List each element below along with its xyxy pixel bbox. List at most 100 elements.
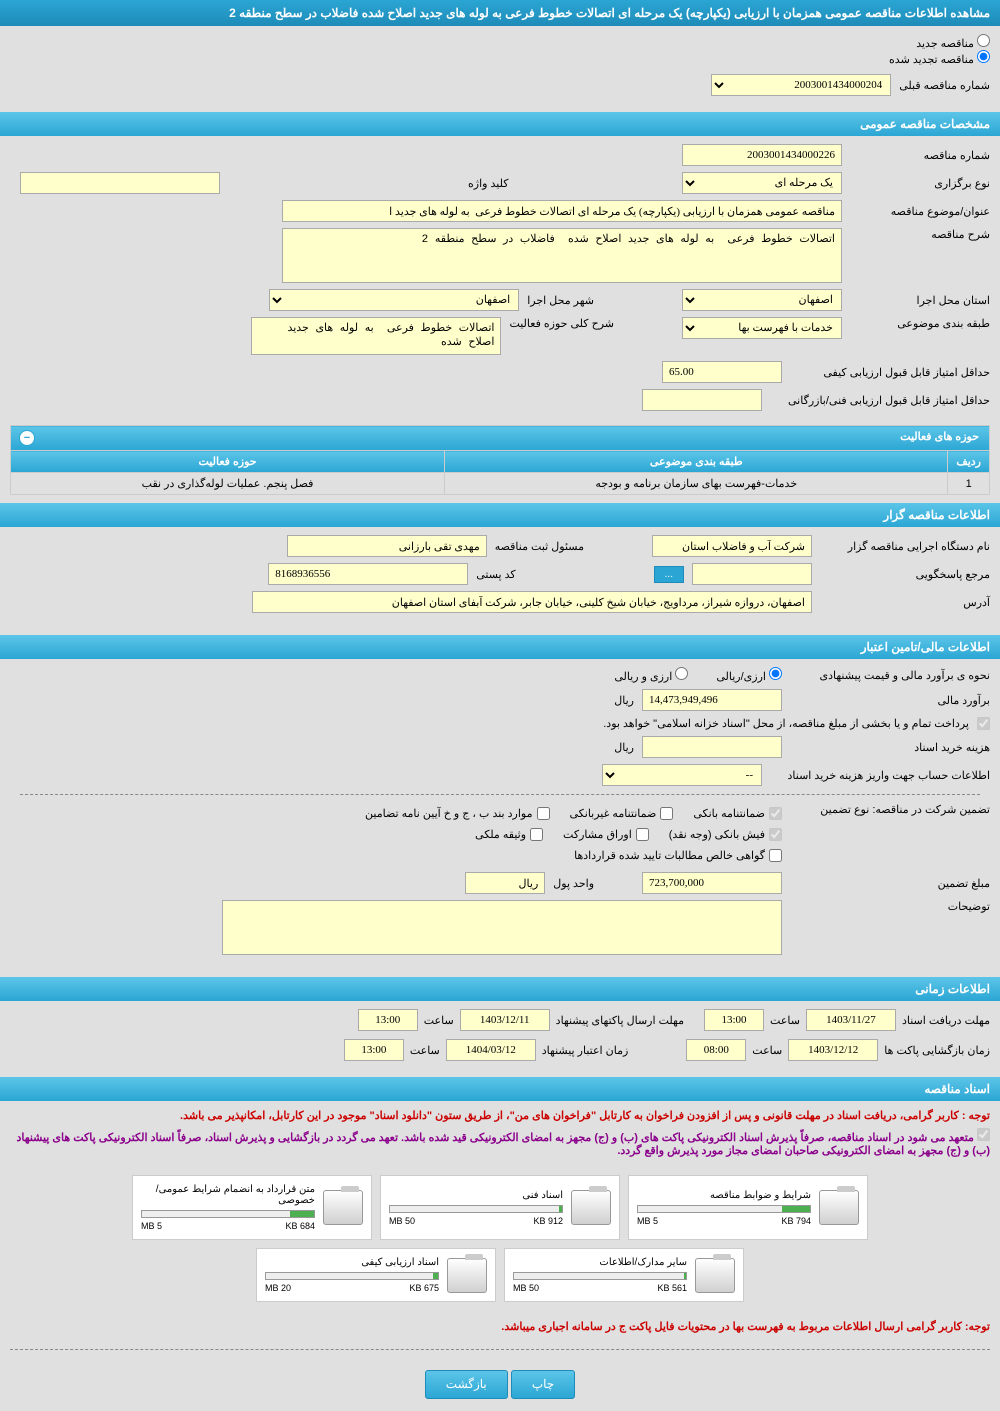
cell-num: 1: [948, 473, 990, 495]
postal-input[interactable]: [268, 563, 468, 585]
remarks-textarea[interactable]: [222, 900, 782, 955]
payment-note: پرداخت تمام و یا بخشی از مبلغ مناقصه، از…: [603, 717, 969, 730]
min-quality-input[interactable]: [662, 361, 782, 383]
opening-date[interactable]: [788, 1039, 878, 1061]
file-title: شرایط و ضوابط مناقصه: [637, 1190, 811, 1201]
file-size: 794 KB: [781, 1216, 811, 1226]
file-title: سایر مدارک/اطلاعات: [513, 1257, 687, 1268]
province-select[interactable]: اصفهان: [682, 289, 842, 311]
category-select[interactable]: خدمات با فهرست بها: [682, 317, 842, 339]
guarantee-amount-label: مبلغ تضمین: [790, 877, 990, 890]
currency-label: ارزی و ریالی: [614, 671, 672, 683]
money-unit-input[interactable]: [465, 872, 545, 894]
doc-cost-input[interactable]: [642, 736, 782, 758]
radio-rial[interactable]: [769, 667, 782, 680]
cb-clause[interactable]: [537, 807, 550, 820]
file-max: 50 MB: [513, 1283, 539, 1293]
address-label: آدرس: [820, 596, 990, 609]
radio-currency[interactable]: [675, 667, 688, 680]
rial-unit: ریال: [614, 694, 634, 707]
rial-label: ارزی/ریالی: [716, 671, 766, 683]
guarantee-amount-input[interactable]: [642, 872, 782, 894]
account-info-select[interactable]: --: [602, 764, 762, 786]
validity-time[interactable]: [344, 1039, 404, 1061]
org-label: نام دستگاه اجرایی مناقصه گزار: [820, 540, 990, 553]
collapse-icon[interactable]: −: [19, 430, 35, 446]
city-label: شهر محل اجرا: [527, 294, 594, 307]
netclaims-label: گواهی خالص مطالبات تایید شده قراردادها: [574, 849, 765, 862]
tender-number-input[interactable]: [682, 144, 842, 166]
min-tech-input[interactable]: [642, 389, 762, 411]
cell-scope: فصل پنجم. عملیات لوله‌گذاری در نقب: [11, 473, 445, 495]
radio-new-tender[interactable]: [977, 34, 990, 47]
back-button[interactable]: بازگشت: [425, 1370, 508, 1399]
radio-renewed-tender[interactable]: [977, 50, 990, 63]
money-unit-label: واحد پول: [553, 877, 594, 890]
packet-deadline-date[interactable]: [460, 1009, 550, 1031]
folder-icon: [819, 1190, 859, 1225]
cb-netclaims[interactable]: [769, 849, 782, 862]
address-input[interactable]: [252, 591, 812, 613]
commitment-checkbox: [977, 1128, 990, 1141]
min-tech-label: حداقل امتیاز قابل قبول ارزیابی فنی/بازرگ…: [770, 394, 990, 407]
contact-input[interactable]: [692, 563, 812, 585]
nonbank-label: ضمانتنامه غیربانکی: [570, 807, 657, 820]
radio-renewed-label: مناقصه تجدید شده: [889, 54, 974, 66]
folder-icon: [571, 1190, 611, 1225]
city-select[interactable]: اصفهان: [269, 289, 519, 311]
packet-deadline-label: مهلت ارسال پاکتهای پیشنهاد: [556, 1014, 684, 1027]
cb-bonds[interactable]: [636, 828, 649, 841]
browse-button[interactable]: ...: [654, 566, 684, 583]
doc-deadline-date[interactable]: [806, 1009, 896, 1031]
org-input[interactable]: [652, 535, 812, 557]
prev-number-select[interactable]: 2003001434000204: [711, 74, 891, 96]
file-box[interactable]: شرایط و ضوابط مناقصه 794 KB 5 MB: [628, 1175, 868, 1240]
keyword-input[interactable]: [20, 172, 220, 194]
holding-type-select[interactable]: یک مرحله ای: [682, 172, 842, 194]
file-box[interactable]: اسناد ارزیابی کیفی 675 KB20 MB: [256, 1248, 496, 1302]
subject-input[interactable]: [282, 200, 842, 222]
activity-desc-label: شرح کلی حوزه فعالیت: [509, 317, 614, 330]
opening-time[interactable]: [686, 1039, 746, 1061]
bank-guarantee-label: ضمانتنامه بانکی: [693, 807, 765, 820]
guarantee-type-label: تضمین شرکت در مناقصه: نوع تضمین: [790, 803, 990, 816]
activity-desc-textarea[interactable]: اتصالات خطوط فرعی به لوله های جدید اصلاح…: [251, 317, 501, 355]
folder-icon: [323, 1190, 363, 1225]
file-box[interactable]: اسناد فنی 912 KB50 MB: [380, 1175, 620, 1240]
progress-bar: [637, 1205, 811, 1213]
rial-unit2: ریال: [614, 741, 634, 754]
file-title: متن قرارداد به انضمام شرایط عمومی/خصوصی: [141, 1184, 315, 1206]
description-textarea[interactable]: اتصالات خطوط فرعی به لوله های جدید اصلاح…: [282, 228, 842, 283]
estimate-input[interactable]: [642, 689, 782, 711]
packet-deadline-time[interactable]: [358, 1009, 418, 1031]
remarks-label: توضیحات: [790, 900, 990, 913]
responsible-input[interactable]: [287, 535, 487, 557]
doc-deadline-time[interactable]: [704, 1009, 764, 1031]
progress-bar: [513, 1272, 687, 1280]
file-size: 561 KB: [657, 1283, 687, 1293]
description-label: شرح مناقصه: [850, 228, 990, 241]
contact-label: مرجع پاسخگویی: [820, 568, 990, 581]
province-label: استان محل اجرا: [850, 294, 990, 307]
file-max: 5 MB: [637, 1216, 658, 1226]
file-max: 50 MB: [389, 1216, 415, 1226]
validity-date[interactable]: [446, 1039, 536, 1061]
property-label: وثیقه ملکی: [475, 828, 526, 841]
cb-receipt: [769, 828, 782, 841]
cb-nonbank[interactable]: [660, 807, 673, 820]
prev-number-label: شماره مناقصه قبلی: [899, 79, 990, 92]
file-size: 912 KB: [533, 1216, 563, 1226]
file-max: 20 MB: [265, 1283, 291, 1293]
section-general: مشخصات مناقصه عمومی: [0, 112, 1000, 136]
print-button[interactable]: چاپ: [511, 1370, 575, 1399]
col-scope: حوزه فعالیت: [11, 451, 445, 473]
file-size: 684 KB: [285, 1221, 315, 1231]
folder-icon: [695, 1258, 735, 1293]
time-label1: ساعت: [770, 1014, 800, 1027]
time-label3: ساعت: [752, 1044, 782, 1057]
responsible-label: مسئول ثبت مناقصه: [495, 540, 584, 553]
cb-property[interactable]: [530, 828, 543, 841]
file-box[interactable]: متن قرارداد به انضمام شرایط عمومی/خصوصی …: [132, 1175, 372, 1240]
radio-new-label: مناقصه جدید: [916, 38, 974, 50]
file-box[interactable]: سایر مدارک/اطلاعات 561 KB 50 MB: [504, 1248, 744, 1302]
